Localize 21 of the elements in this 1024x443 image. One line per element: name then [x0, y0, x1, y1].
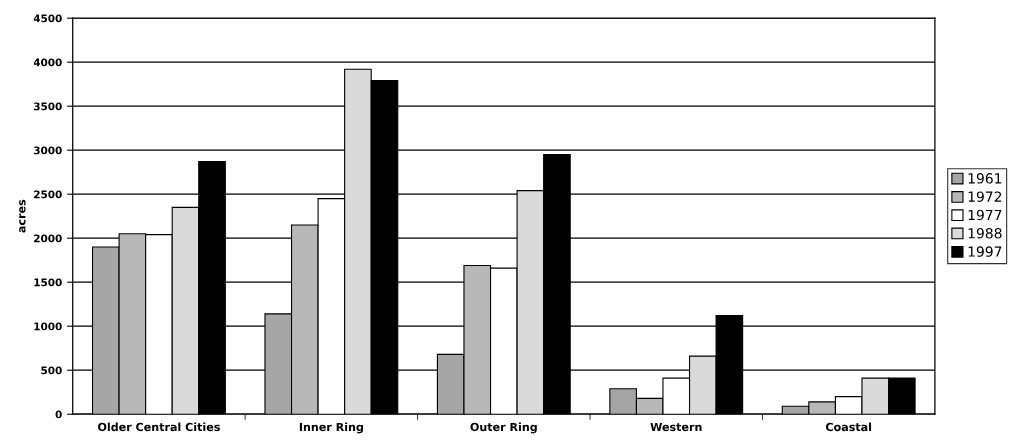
x-tick-label: Coastal — [825, 422, 872, 432]
y-tick-label: 4500 — [33, 14, 62, 23]
x-tick-label: Western — [650, 422, 702, 432]
y-axis-title: acres — [19, 199, 26, 233]
y-tick-label: 2500 — [34, 190, 62, 199]
y-tick-label: 1000 — [34, 322, 62, 331]
y-tick-label: 500 — [41, 366, 62, 375]
y-tick-label: 3000 — [33, 146, 62, 155]
x-tick-label: Inner Ring — [299, 422, 363, 434]
y-tick-label: 4000 — [33, 58, 62, 67]
x-tick-label: Outer Ring — [470, 422, 537, 434]
legend-label: 1961 — [968, 173, 1002, 184]
y-tick-label: 1500 — [34, 278, 62, 287]
y-tick-label: 2000 — [34, 234, 62, 243]
legend-label: 1997 — [968, 246, 1002, 257]
x-tick-label: Older Central Cities — [98, 422, 220, 432]
y-tick-label: 0 — [55, 410, 62, 419]
legend-label: 1988 — [968, 228, 1002, 239]
legend-label: 1977 — [968, 209, 1002, 221]
y-tick-label: 3500 — [33, 102, 62, 111]
legend-label: 1972 — [968, 191, 1002, 202]
